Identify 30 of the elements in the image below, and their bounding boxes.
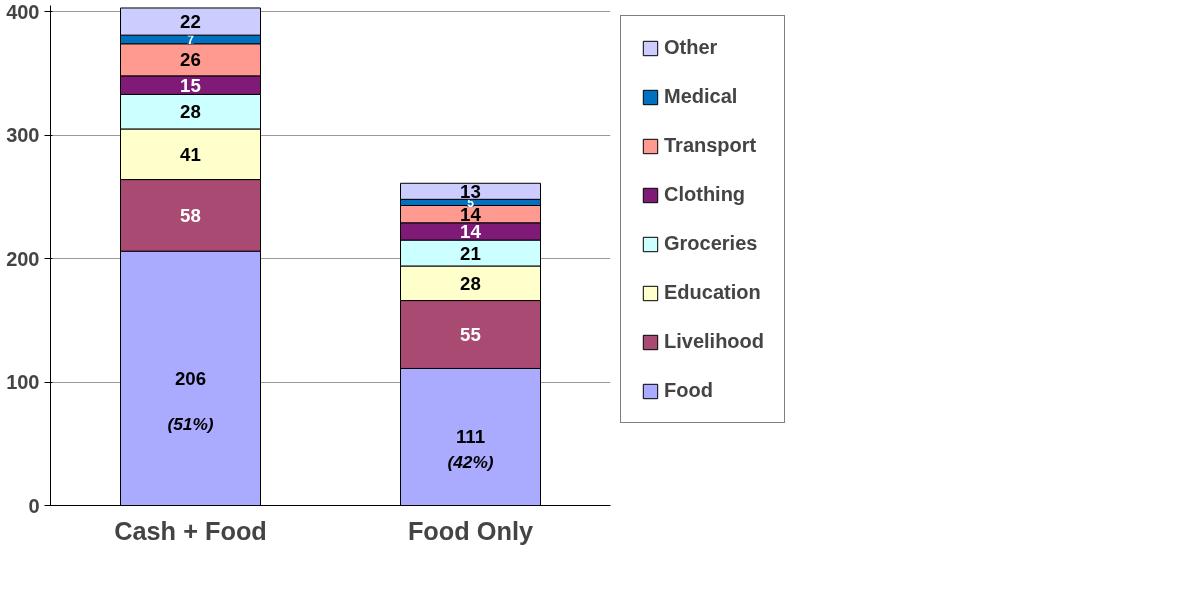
legend-label: Transport	[664, 134, 757, 157]
data-label: 58	[180, 204, 201, 226]
data-label: 28	[460, 272, 481, 294]
legend-label: Clothing	[664, 183, 746, 206]
data-label: 26	[180, 49, 201, 71]
data-label: 15	[180, 74, 201, 96]
data-label: 41	[180, 143, 201, 165]
x-tick-label: Cash + Food	[114, 516, 267, 545]
data-label: 206	[174, 367, 207, 389]
legend-label: Livelihood	[664, 330, 764, 353]
annotation: (51%)	[167, 414, 214, 435]
data-label: 55	[460, 324, 481, 346]
legend-label: Groceries	[664, 232, 758, 255]
x-tick-label: Food Only	[407, 516, 534, 545]
y-tick-label: 200	[6, 247, 40, 270]
legend-label: Other	[664, 36, 718, 59]
legend-label: Education	[664, 281, 761, 304]
data-label: 7	[187, 32, 195, 47]
legend-label: Food	[664, 379, 713, 402]
y-tick-label: 300	[6, 124, 40, 147]
data-label: 22	[180, 11, 201, 33]
data-label: 21	[460, 242, 481, 264]
data-label: 111	[455, 426, 486, 448]
y-tick-label: 400	[6, 0, 40, 23]
annotation: (42%)	[447, 451, 494, 472]
y-tick-label: 0	[28, 494, 40, 517]
y-tick-label: 100	[6, 371, 40, 394]
data-label: 14	[460, 220, 482, 242]
legend-label: Medical	[664, 85, 738, 108]
data-label: 28	[180, 101, 201, 123]
